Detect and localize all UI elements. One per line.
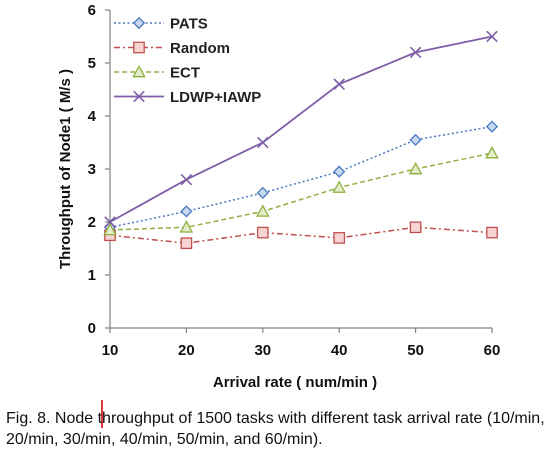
data-point-random [409,221,422,234]
legend-label-ldwp-iawp: LDWP+IAWP [170,89,261,106]
data-point-pats [180,205,193,218]
y-tick-label: 0 [88,320,96,337]
data-point-ect [408,161,423,175]
x-tick-label: 10 [102,342,119,359]
data-point-pats [485,120,499,133]
y-tick-label: 4 [88,108,97,125]
y-axis-ticks: 0 1 2 3 4 5 6 [88,2,110,337]
plot-area: 10 20 30 40 50 60 0 1 2 3 4 5 6 [88,2,501,359]
legend-item-ldwp-iawp: LDWP+IAWP [114,89,261,106]
data-point-pats [409,133,422,146]
x-axis-ticks: 10 20 30 40 50 60 [102,328,501,359]
series-line-pats [109,125,493,229]
legend: PATS Random ECT LDWP+IAWP [114,16,261,106]
data-point-ldwp-iawp [180,173,193,186]
series-line-ect [109,152,493,231]
data-point-ldwp-iawp [257,136,269,149]
series-markers [103,30,499,250]
legend-marker-ect [132,64,146,78]
legend-label-random: Random [170,40,230,57]
data-point-random [256,226,269,239]
x-axis-title: Arrival rate ( num/min ) [213,374,377,391]
legend-label-pats: PATS [170,16,208,33]
y-tick-label: 6 [88,2,96,19]
series-line-ldwp-iawp [109,35,493,223]
chart-figure: 10 20 30 40 50 60 0 1 2 3 4 5 6 PATS Random ECT LDWP+I… [57,2,501,391]
data-point-pats [333,165,346,178]
data-point-ldwp-iawp [486,30,498,43]
legend-marker-pats [132,16,146,30]
legend-marker-random [133,41,145,54]
data-point-ldwp-iawp [333,78,345,90]
legend-item-pats: PATS [114,16,208,33]
legend-item-random: Random [114,40,230,57]
y-tick-label: 1 [88,267,96,284]
y-tick-label: 2 [88,214,96,231]
data-point-ect [179,220,194,233]
x-tick-label: 40 [331,342,348,359]
legend-label-ect: ECT [170,65,200,82]
data-point-ect [103,222,117,236]
x-tick-label: 20 [178,342,195,359]
y-axis-title: Throughput of Node1 ( M/s ) [57,69,74,269]
legend-item-ect: ECT [114,65,200,82]
y-tick-label: 3 [88,161,96,178]
data-point-ect [485,146,499,159]
data-point-ldwp-iawp [104,216,116,228]
y-tick-label: 5 [88,55,96,72]
data-point-pats [256,186,269,199]
data-point-random [486,226,498,239]
data-point-ect [256,204,270,217]
data-point-random [180,237,193,250]
x-tick-label: 60 [484,342,501,359]
text-cursor [101,400,103,428]
figure-caption: Fig. 8. Node throughput of 1500 tasks wi… [6,410,545,448]
data-point-random [333,232,346,244]
series-lines [109,35,493,244]
series-line-random [109,226,493,244]
data-point-ldwp-iawp [409,46,422,59]
legend-marker-ldwp-iawp [133,90,145,103]
x-tick-label: 50 [407,342,424,359]
x-tick-label: 30 [254,342,271,359]
data-point-ect [332,180,346,193]
